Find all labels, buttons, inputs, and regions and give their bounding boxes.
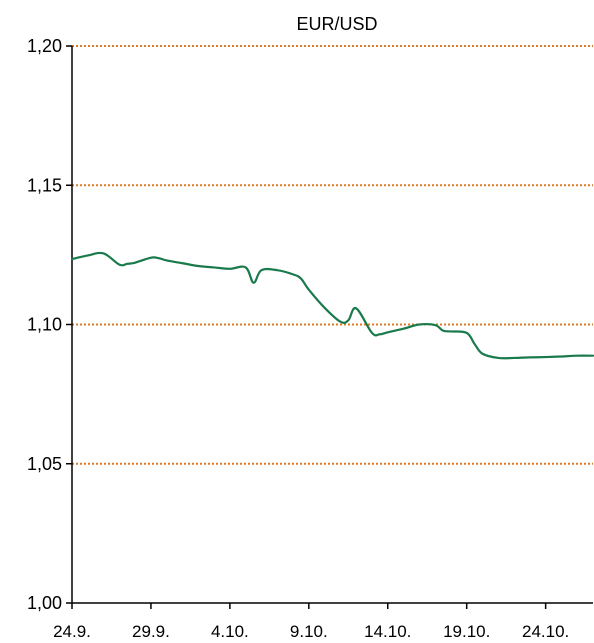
y-tick-label: 1,05	[27, 454, 62, 474]
x-tick-label: 29.9.	[132, 622, 170, 641]
x-tick-label: 14.10.	[364, 622, 411, 641]
y-tick-label: 1,15	[27, 175, 62, 195]
x-axis-ticks: 24.9. 29.9. 4.10. 9.10. 14.10. 19.10. 24.10.	[53, 603, 569, 641]
chart-title: EUR/USD	[296, 14, 377, 34]
eur-usd-series-line	[70, 251, 594, 360]
x-tick-label: 24.9.	[53, 622, 91, 641]
y-tick-label: 1,20	[27, 36, 62, 56]
y-tick-label: 1,10	[27, 315, 62, 335]
x-tick-label: 4.10.	[211, 622, 249, 641]
series-layer	[70, 251, 594, 360]
x-tick-label: 9.10.	[290, 622, 328, 641]
grid-lines	[72, 45, 593, 465]
x-tick-label: 19.10.	[443, 622, 490, 641]
x-tick-label: 24.10.	[522, 622, 569, 641]
y-tick-label: 1,00	[27, 593, 62, 613]
y-axis-ticks: 1,00 1,05 1,10 1,15 1,20	[27, 36, 72, 613]
